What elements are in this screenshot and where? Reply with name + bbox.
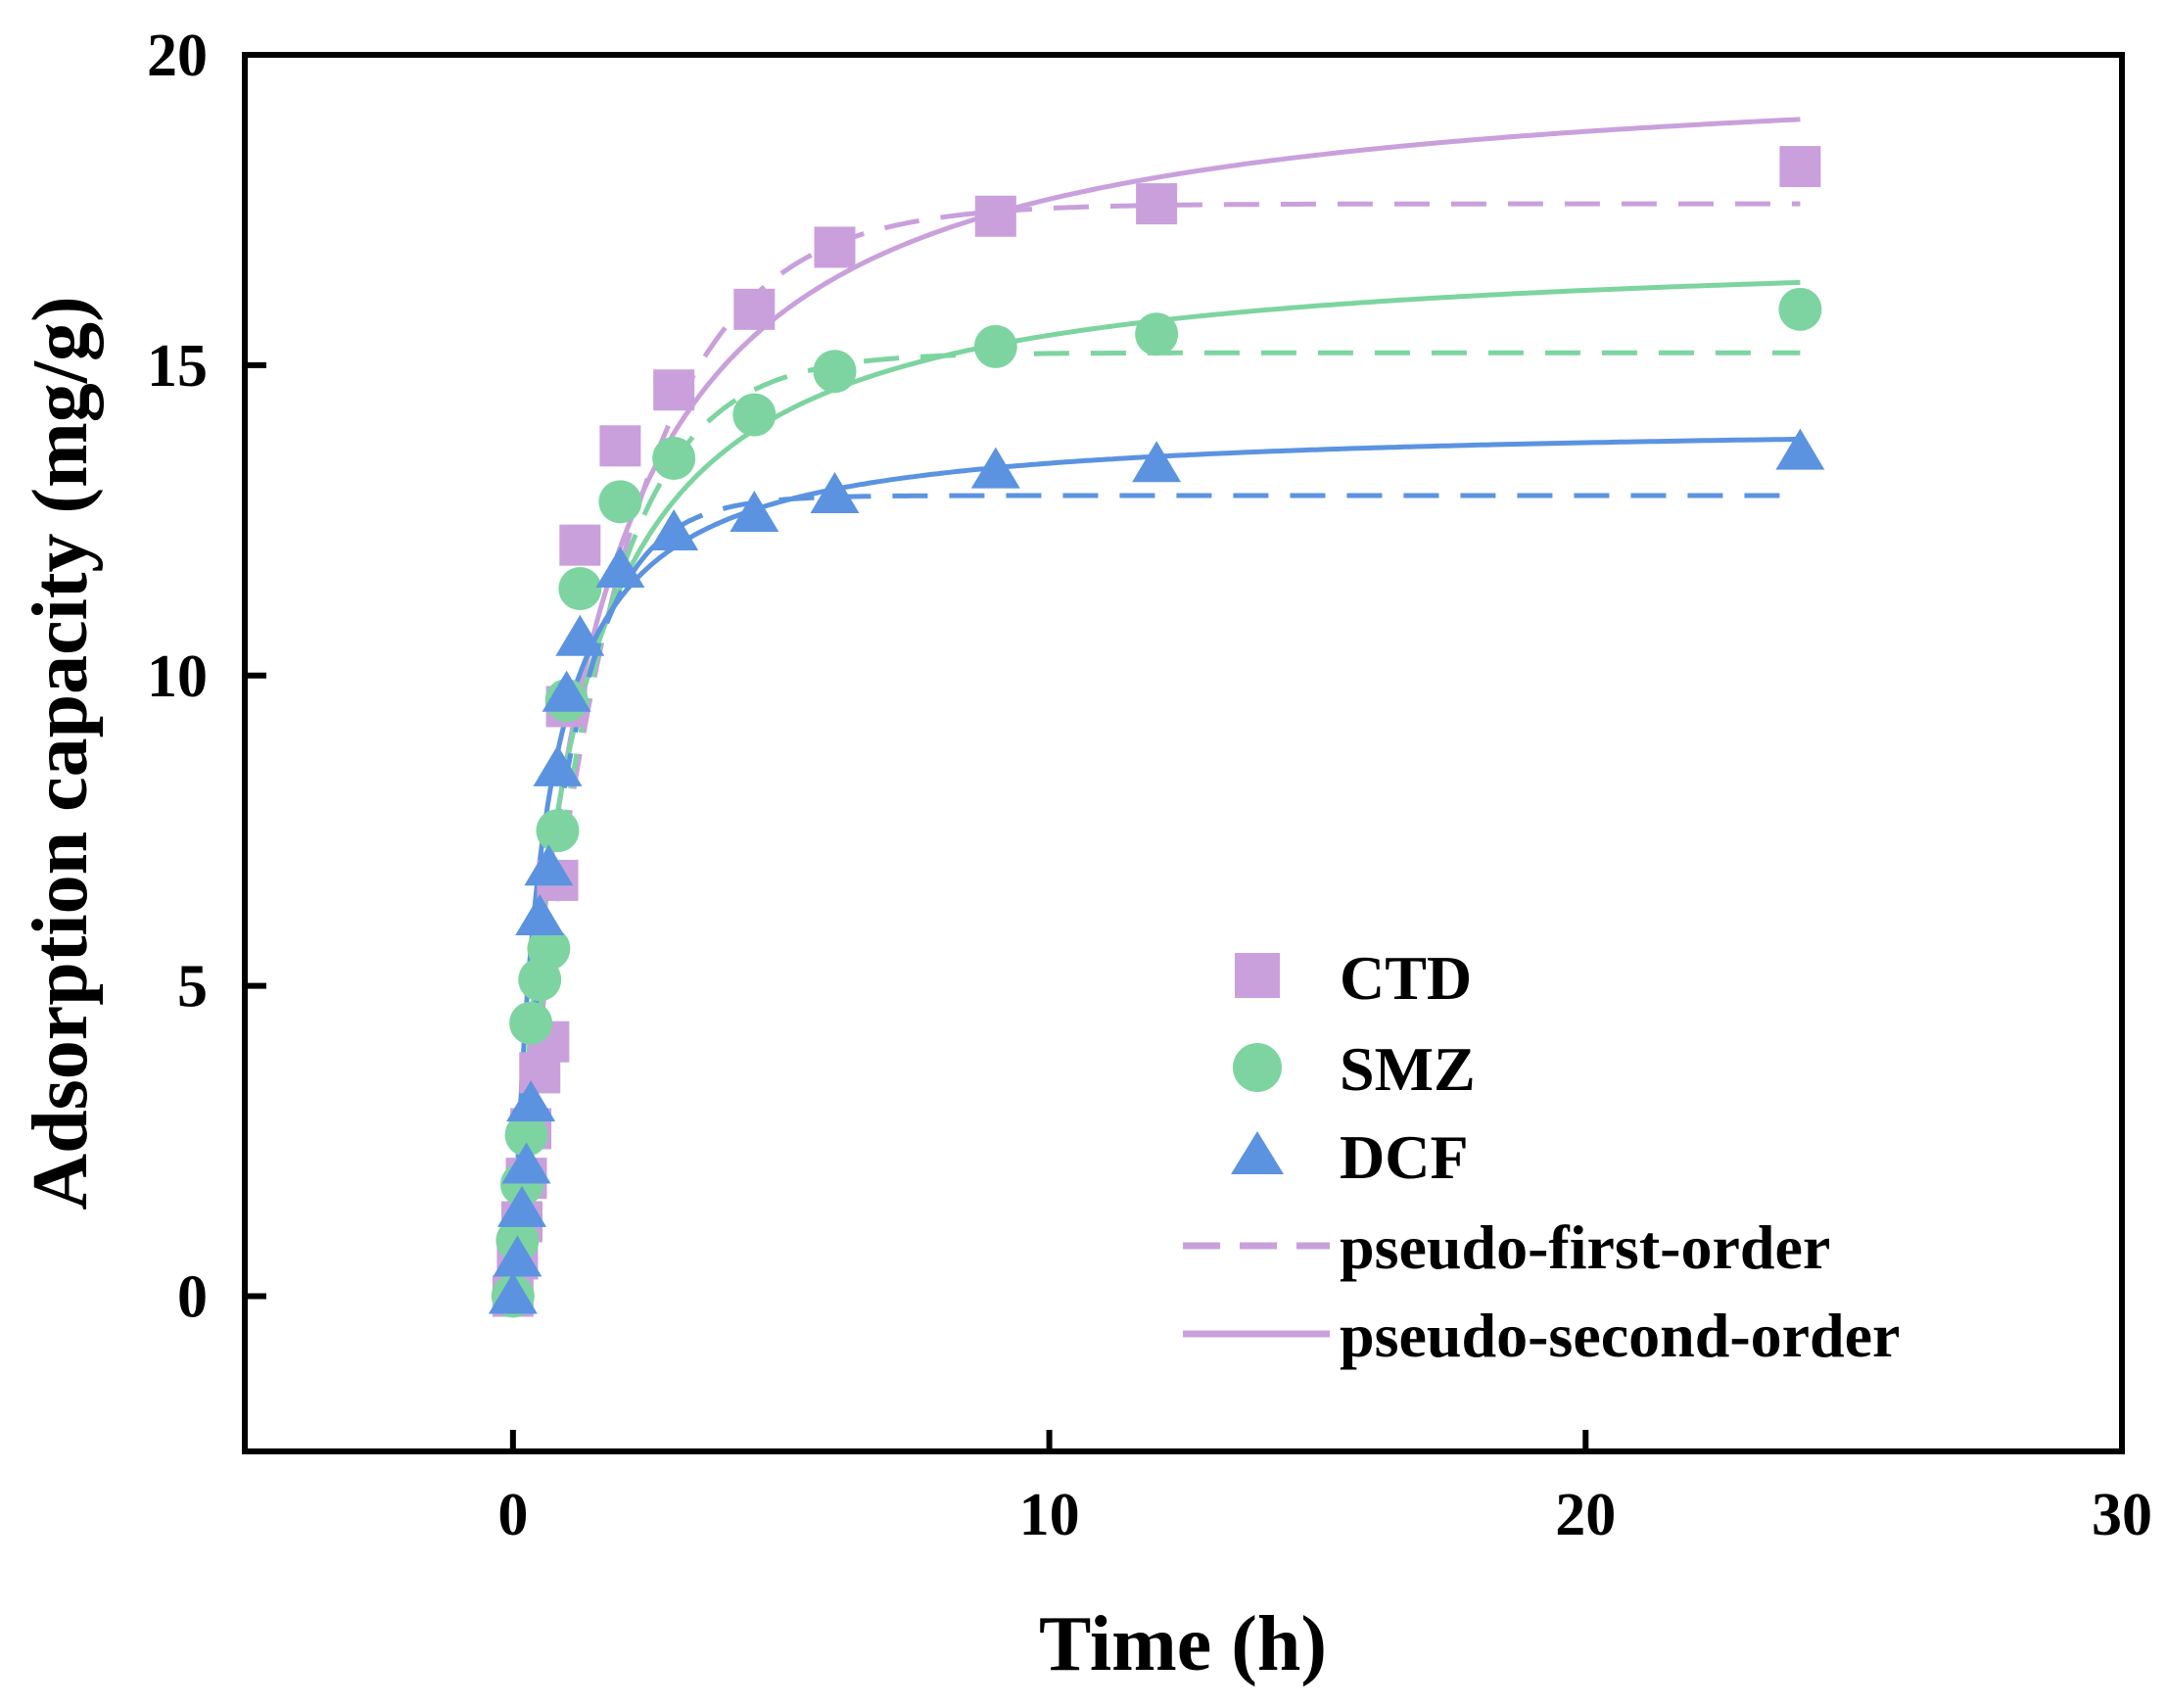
point-smz [732,393,777,437]
point-ctd [1136,183,1178,225]
x-tick-label: 30 [2092,1482,2152,1548]
axis-ticks [245,52,2125,1451]
point-smz [536,809,580,853]
pso-line-smz [510,279,1801,1297]
point-ctd [974,195,1016,237]
x-tick-label: 10 [1019,1482,1080,1548]
legend-label-dcf: DCF [1340,1122,1469,1192]
point-dcf [730,490,779,532]
point-smz [973,324,1017,368]
y-tick-label: 10 [147,643,208,710]
point-dcf [493,1235,542,1277]
point-dcf [506,1080,556,1122]
plot-frame [242,52,2125,1454]
point-smz [598,480,642,524]
point-dcf [524,844,574,886]
legend-marker-ctd [1235,953,1280,998]
point-ctd [1779,146,1821,188]
pfo-line-dcf [510,493,1801,1297]
point-dcf [1132,441,1182,483]
x-tick-label: 0 [497,1482,528,1548]
point-dcf [555,614,605,656]
data-markers [488,146,1825,1318]
point-smz [509,1001,553,1045]
legend-label-ctd: CTD [1340,943,1472,1013]
point-smz [652,436,696,480]
point-dcf [970,447,1020,489]
point-dcf [542,670,591,712]
y-tick-label: 5 [177,954,208,1020]
point-smz [527,926,571,971]
legend-label-smz: SMZ [1340,1034,1476,1104]
y-tick-label: 15 [147,333,208,400]
y-tick-label: 20 [147,23,208,89]
point-ctd [814,226,856,268]
point-ctd [653,369,695,411]
pso-line-ctd [510,117,1801,1297]
legend-marker-dcf [1231,1131,1284,1174]
legend: CTD SMZ DCF pseudo-first-order pseudo-se… [1183,943,1900,1370]
x-axis-title: Time (h) [1039,1601,1327,1687]
point-dcf [515,893,565,935]
legend-marker-smz [1233,1043,1282,1092]
point-smz [558,567,602,611]
point-smz [1135,312,1179,356]
fit-lines [510,117,1801,1297]
point-dcf [533,744,583,786]
point-ctd [599,425,641,467]
point-ctd [559,524,601,566]
point-dcf [501,1142,551,1184]
y-tick-label: 0 [177,1264,208,1331]
x-tick-label: 20 [1555,1482,1616,1548]
legend-label-pseudo-second-order: pseudo-second-order [1340,1301,1900,1370]
point-dcf [810,471,860,513]
point-smz [504,1113,548,1157]
pfo-line-ctd [510,201,1801,1297]
point-dcf [649,509,699,551]
tick-labels: 0 10 20 30 0 5 10 15 20 [147,23,2152,1548]
point-dcf [1775,428,1825,470]
point-dcf [488,1272,538,1314]
pso-line-dcf [510,436,1801,1297]
point-smz [1778,287,1822,331]
legend-label-pseudo-first-order: pseudo-first-order [1340,1212,1830,1282]
y-axis-title: Adsorption capacity (mg/g) [18,296,104,1210]
point-dcf [595,546,645,589]
point-ctd [733,288,776,330]
point-smz [813,350,857,394]
point-dcf [497,1185,547,1227]
